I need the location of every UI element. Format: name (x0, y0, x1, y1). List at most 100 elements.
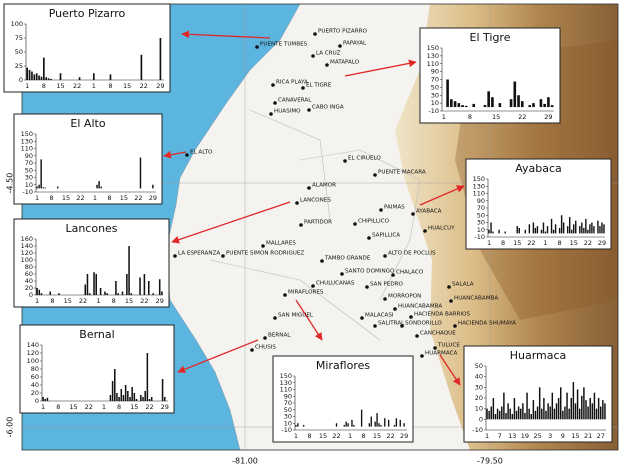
y-tick-label: 50 (25, 166, 33, 174)
bar (564, 406, 566, 420)
y-tick-label: 80 (25, 263, 33, 271)
y-tick-label: 120 (27, 349, 39, 357)
x-tick-label: 1 (25, 82, 29, 90)
x-tick-label: 22 (134, 194, 142, 202)
bar (50, 78, 52, 80)
bar (380, 424, 382, 427)
bar (393, 424, 396, 427)
inset-frame (13, 113, 163, 205)
bar (579, 226, 581, 234)
y-tick-label: 30 (477, 219, 485, 227)
x-tick-label: 29 (400, 432, 408, 440)
bar (568, 217, 571, 234)
x-tick-label: 13 (508, 432, 516, 440)
station-label: PAIMAS (384, 205, 405, 211)
station-dot (311, 284, 315, 288)
station-label: HUASIMO (274, 109, 301, 115)
bar (43, 57, 45, 80)
y-tick-label: 70 (284, 399, 292, 407)
y-tick-label: 150 (473, 175, 485, 183)
bar (93, 272, 95, 295)
inset-title: El Tigre (470, 31, 511, 44)
x-tick-label: 22 (584, 239, 592, 247)
x-tick-label: 22 (145, 403, 153, 411)
bar (513, 398, 516, 420)
bar (57, 186, 59, 189)
bar (572, 382, 575, 420)
bar (84, 284, 87, 295)
station-label: HUARMACA (425, 351, 457, 357)
y-tick-label: 10 (431, 99, 439, 107)
bar (384, 418, 386, 427)
station-label: HACIENDA BARRIOS (414, 312, 471, 318)
bar (117, 293, 119, 295)
station-label: MALLARES (266, 241, 296, 247)
bar (534, 227, 537, 234)
y-tick-label: 60 (31, 373, 39, 381)
bar (504, 231, 506, 234)
station-label: SALALA (452, 282, 474, 288)
bar (488, 229, 490, 234)
stations: PUERTO PIZARRO PAPAYAL PUENTE TUMBES LA CRU… (173, 29, 516, 358)
bar (547, 403, 549, 420)
x-tick-label: 19 (521, 432, 529, 440)
x-tick-label: 8 (108, 82, 112, 90)
bar (601, 222, 603, 234)
bar (38, 75, 40, 80)
bar (44, 187, 47, 189)
station-dot (379, 208, 383, 212)
bar (36, 288, 38, 295)
bar (370, 416, 372, 427)
bar (543, 103, 546, 108)
bar (560, 215, 563, 234)
x-tick-label: 7 (498, 432, 502, 440)
station-dot (365, 285, 369, 289)
bar (142, 397, 144, 401)
x-tick-label: 1 (96, 297, 100, 305)
station-label: CANAVERAL (278, 98, 312, 104)
bar (58, 293, 60, 295)
y-tick-label: 150 (280, 372, 292, 380)
station-dot (271, 83, 275, 87)
arrow (419, 185, 465, 206)
bar (574, 403, 577, 420)
bar (351, 419, 353, 427)
y-tick-label: 110 (280, 386, 292, 394)
bar (453, 101, 457, 108)
bar (550, 218, 553, 234)
bar (360, 409, 363, 427)
bar (38, 289, 41, 295)
station-dot (311, 54, 315, 58)
station-label: MATAPALO (330, 60, 360, 66)
station-label: PUENTE MACARA (378, 170, 426, 176)
bar (587, 406, 589, 420)
x-tick-label: 15 (125, 297, 133, 305)
arrow (163, 150, 187, 159)
x-tick-label: 1 (41, 403, 45, 411)
bar (140, 54, 143, 80)
x-tick-label: 15 (62, 194, 70, 202)
inset-title: Puerto Pizarro (49, 7, 126, 20)
bar (516, 226, 518, 234)
station-dot (307, 186, 311, 190)
bar (38, 184, 40, 189)
inset-frame (463, 345, 613, 443)
bar (505, 412, 507, 420)
station-label: HACIENDA SHUMAYA (458, 321, 516, 327)
bar (552, 229, 555, 234)
bar (498, 410, 501, 420)
station-label: LANCONES (300, 198, 331, 204)
y-tick-label: 160 (21, 235, 33, 243)
x-tick-label: 22 (140, 82, 148, 90)
bar (593, 226, 595, 234)
x-tick-label: 21 (584, 432, 592, 440)
bar (593, 392, 596, 420)
bar (604, 403, 606, 420)
bar (513, 81, 517, 108)
station-dot (340, 272, 344, 276)
bar (100, 186, 102, 189)
bar (343, 424, 345, 427)
bar (106, 293, 108, 295)
y-tick-label: 50 (431, 83, 439, 91)
bar (583, 227, 585, 234)
